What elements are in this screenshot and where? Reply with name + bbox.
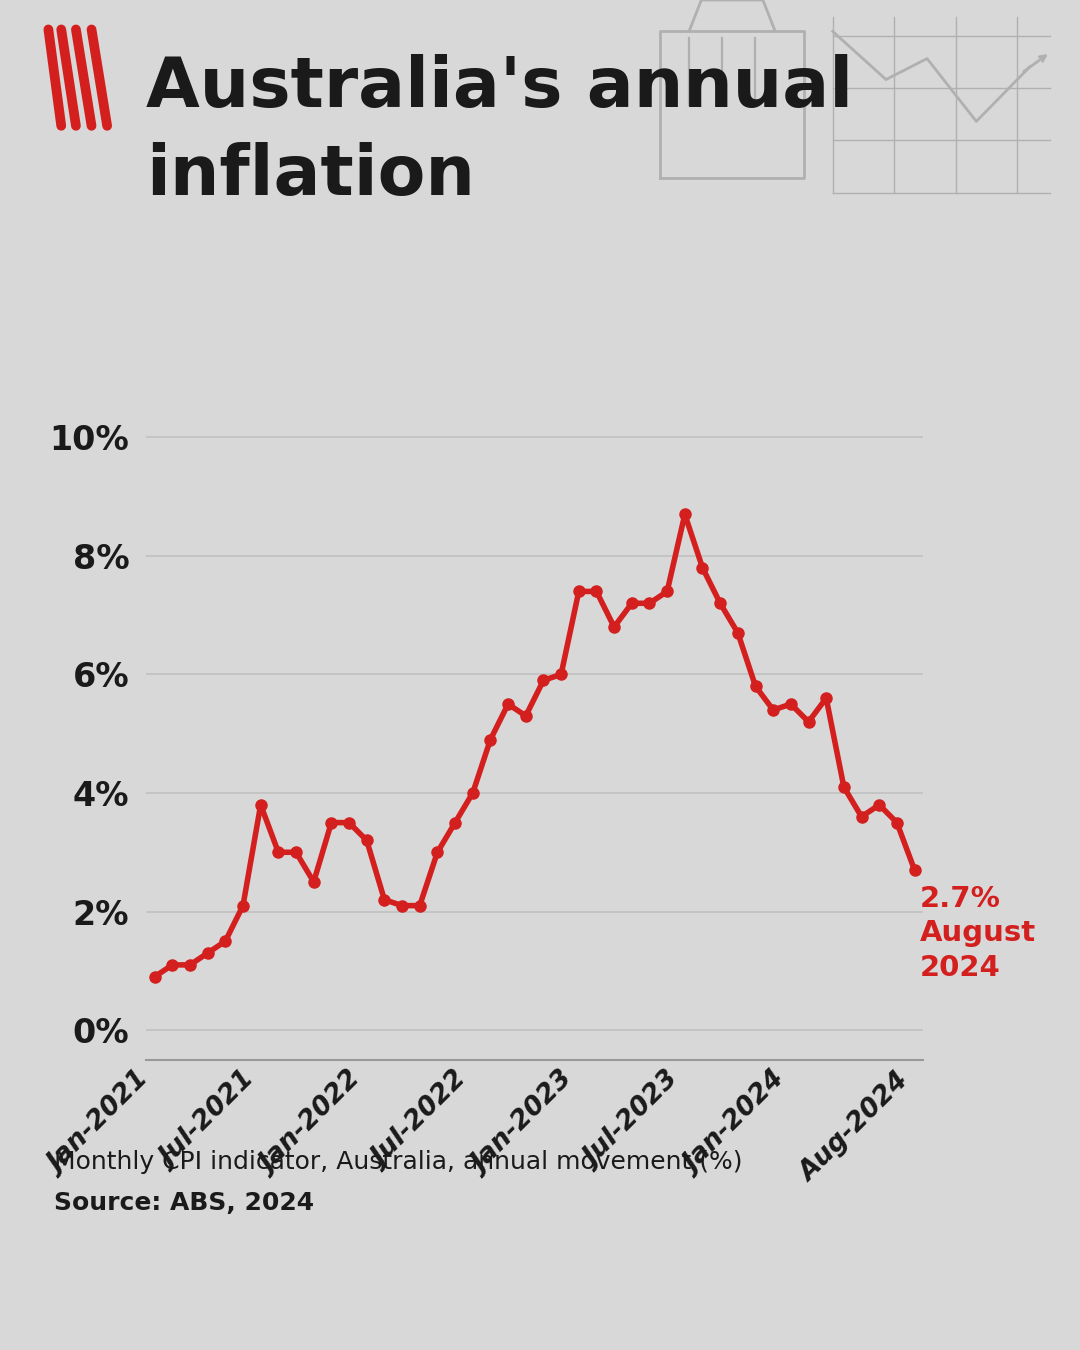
Text: Source: ABS, 2024: Source: ABS, 2024 xyxy=(54,1191,314,1215)
Text: Australia's annual: Australia's annual xyxy=(146,54,853,122)
Text: inflation: inflation xyxy=(146,142,475,209)
Text: Monthly CPI indicator, Australia, annual movement (%): Monthly CPI indicator, Australia, annual… xyxy=(54,1150,743,1174)
Text: 2.7%
August
2024: 2.7% August 2024 xyxy=(920,884,1036,981)
